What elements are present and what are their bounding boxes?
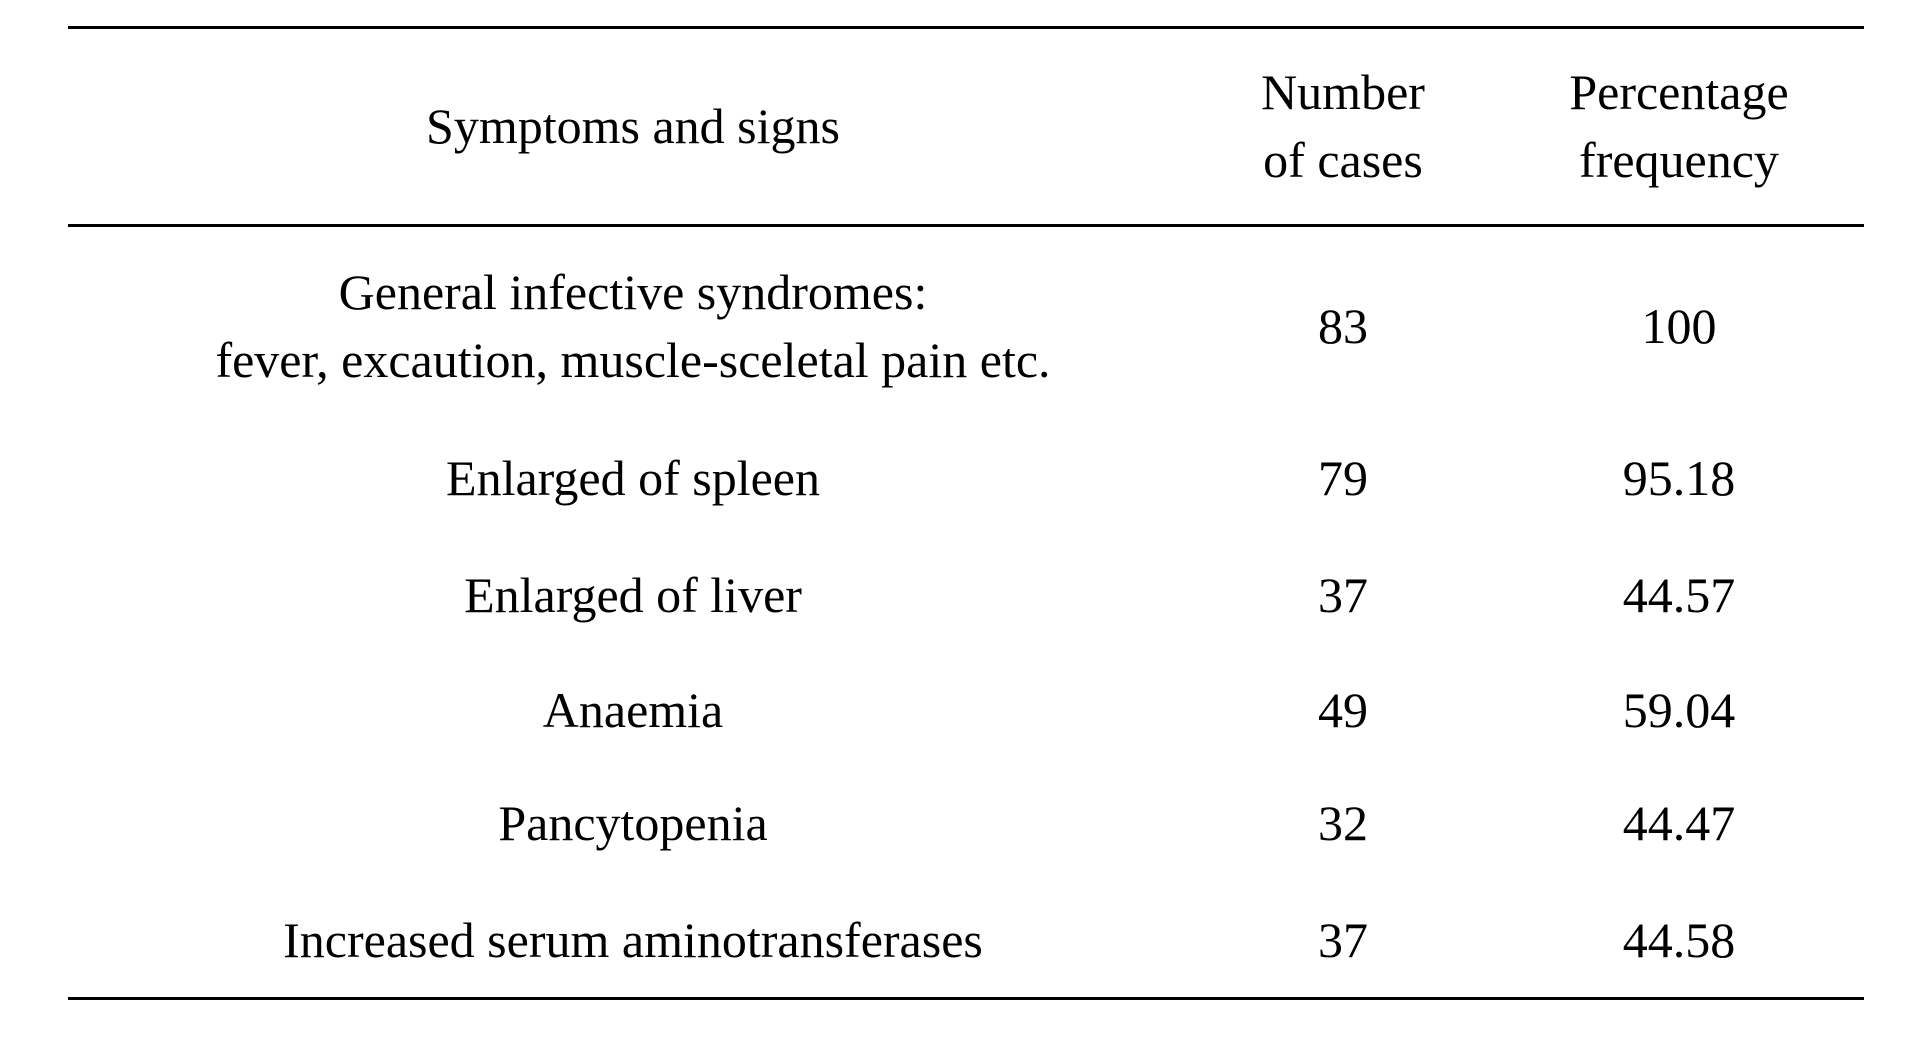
header-cell: frequency xyxy=(1579,132,1779,188)
header-cell: Symptoms and signs xyxy=(426,98,840,154)
table-cell: Increased serum aminotransferases xyxy=(283,912,983,968)
header-cell: Number xyxy=(1261,64,1425,120)
table-cell: fever, excaution, muscle-sceletal pain e… xyxy=(215,332,1051,388)
table-cell: 83 xyxy=(1318,298,1368,354)
header-cell: of cases xyxy=(1263,132,1423,188)
table-cell: Enlarged of liver xyxy=(464,567,802,623)
bottom-rule xyxy=(68,997,1864,1000)
table-cell: 59.04 xyxy=(1622,682,1736,738)
table-cell: Anaemia xyxy=(542,682,724,738)
table-cell: 100 xyxy=(1641,298,1717,354)
table-cell: 44.47 xyxy=(1622,795,1736,851)
table-cell: 49 xyxy=(1318,682,1368,738)
table-cell: Pancytopenia xyxy=(498,795,768,851)
header-cell: Percentage xyxy=(1569,64,1789,120)
table-cell: 79 xyxy=(1318,450,1368,506)
table-cell: 44.58 xyxy=(1622,912,1736,968)
table-cell: General infective syndromes: xyxy=(338,264,928,320)
table-cell: 37 xyxy=(1318,567,1368,623)
table-cell: 32 xyxy=(1318,795,1368,851)
table-cell: 44.57 xyxy=(1622,567,1736,623)
table-cell: Enlarged of spleen xyxy=(446,450,820,506)
table-cell: 95.18 xyxy=(1622,450,1736,506)
table-cell: 37 xyxy=(1318,912,1368,968)
top-rule xyxy=(68,26,1864,29)
header-rule xyxy=(68,224,1864,227)
